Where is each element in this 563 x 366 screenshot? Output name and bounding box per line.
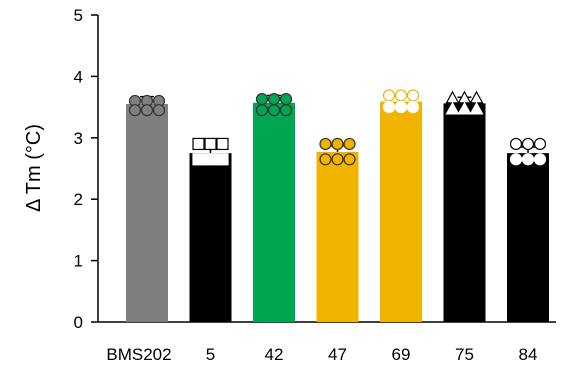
replicate-point	[279, 104, 293, 117]
replicate-point	[533, 153, 547, 166]
replicate-point	[331, 137, 344, 151]
replicate-point	[216, 153, 229, 166]
x-tick-label: 47	[328, 345, 347, 364]
replicate-point	[445, 101, 460, 115]
replicate-point	[521, 153, 535, 166]
replicate-point	[406, 89, 420, 102]
replicate-point	[267, 104, 281, 117]
x-tick-label: 69	[392, 345, 411, 364]
bar	[126, 104, 168, 322]
replicate-point	[533, 137, 547, 151]
replicate-point	[152, 104, 166, 117]
replicate-point	[509, 137, 523, 151]
tick-labels: 0 1 2 3 4 5 BMS202 5 42 47 69 75 84	[74, 6, 538, 364]
replicate-point	[343, 137, 356, 151]
replicate-point	[267, 93, 281, 106]
bar	[253, 102, 295, 322]
replicate-point	[406, 100, 420, 114]
y-tick-label: 3	[74, 129, 83, 148]
bar	[316, 151, 359, 322]
replicate-point	[204, 137, 217, 151]
x-tick-label: 75	[455, 345, 474, 364]
y-tick-label: 0	[74, 313, 83, 332]
x-tick-label: 42	[265, 345, 284, 364]
y-tick-label: 4	[74, 67, 83, 86]
replicate-point	[521, 137, 535, 151]
replicate-point	[331, 153, 344, 166]
replicate-point	[509, 153, 523, 166]
y-tick-label: 5	[74, 6, 83, 25]
replicate-point	[382, 89, 396, 102]
replicate-point	[394, 100, 408, 114]
bar	[189, 153, 232, 322]
replicate-point	[255, 93, 269, 106]
replicate-point	[192, 137, 205, 151]
replicate-point	[343, 153, 356, 166]
replicate-point	[469, 101, 484, 115]
replicate-point	[445, 90, 460, 104]
bar	[380, 101, 422, 322]
replicate-point	[382, 100, 396, 114]
replicate-points	[128, 89, 547, 166]
replicate-point	[204, 153, 217, 166]
x-tick-label: 5	[206, 345, 215, 364]
bars	[126, 94, 549, 322]
replicate-point	[192, 153, 205, 166]
replicate-point	[216, 137, 229, 151]
bar	[443, 103, 486, 322]
replicate-point	[279, 93, 293, 106]
replicate-point	[255, 104, 269, 117]
x-tick-label: BMS202	[106, 345, 171, 364]
replicate-point	[469, 90, 484, 104]
replicate-point	[457, 101, 472, 115]
replicate-point	[128, 104, 142, 117]
bar	[507, 153, 549, 322]
replicate-point	[319, 137, 332, 151]
replicate-point	[140, 104, 154, 117]
y-tick-label: 1	[74, 252, 83, 271]
y-axis-label: Δ Tm (°C)	[23, 124, 45, 212]
x-tick-label: 84	[519, 345, 538, 364]
replicate-point	[394, 89, 408, 102]
replicate-point	[319, 153, 332, 166]
y-tick-label: 2	[74, 190, 83, 209]
